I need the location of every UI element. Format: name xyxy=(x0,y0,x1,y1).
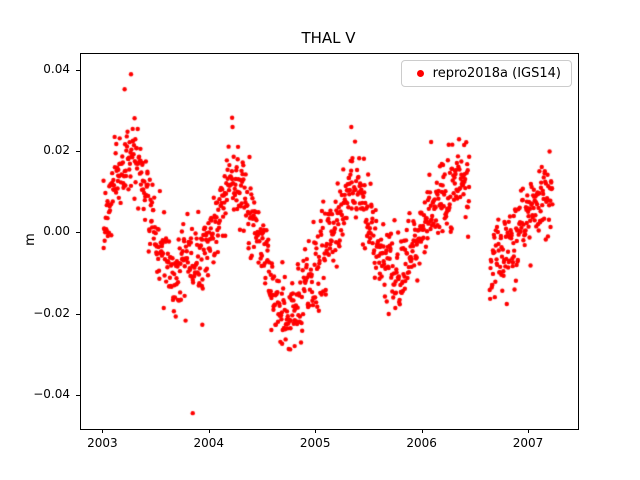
y-tick-label: −0.04 xyxy=(33,386,70,401)
chart-title: THAL V xyxy=(301,29,356,47)
x-tick-mark xyxy=(421,429,423,433)
x-tick-label: 2005 xyxy=(299,436,331,450)
x-tick-mark xyxy=(102,429,104,433)
y-tick-mark xyxy=(76,151,80,153)
legend-label: repro2018a (IGS14) xyxy=(432,66,561,81)
y-tick-label: 0.00 xyxy=(43,224,70,239)
y-tick-label: 0.04 xyxy=(43,62,70,77)
y-tick-label: 0.02 xyxy=(43,143,70,158)
x-tick-label: 2007 xyxy=(512,436,544,450)
y-tick-label: −0.02 xyxy=(33,305,70,320)
y-tick-mark xyxy=(76,70,80,72)
x-tick-label: 2004 xyxy=(193,436,225,450)
legend: repro2018a (IGS14) xyxy=(400,60,572,87)
legend-marker-dot-icon xyxy=(416,70,424,77)
y-tick-mark xyxy=(76,232,80,234)
x-tick-label: 2006 xyxy=(406,436,437,450)
x-tick-label: 2003 xyxy=(87,436,118,450)
x-tick-mark xyxy=(528,429,530,433)
scatter-canvas xyxy=(81,54,578,429)
y-tick-mark xyxy=(76,313,80,315)
x-tick-mark xyxy=(315,429,317,433)
plot-area: repro2018a (IGS14) xyxy=(80,53,579,430)
y-tick-mark xyxy=(76,394,80,396)
x-tick-mark xyxy=(208,429,210,433)
